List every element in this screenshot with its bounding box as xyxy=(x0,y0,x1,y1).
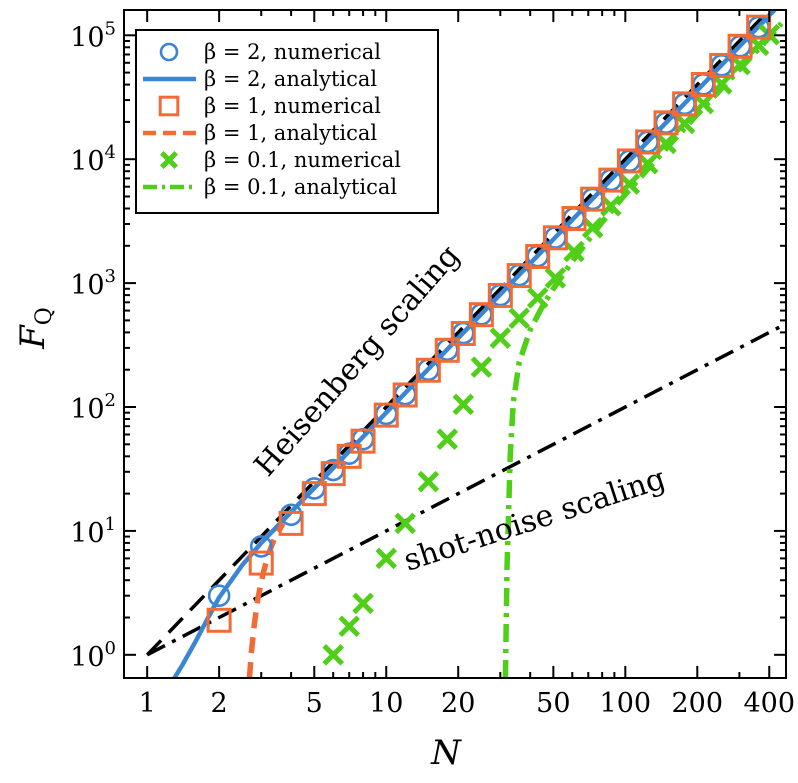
marker-beta-1-22 xyxy=(653,110,679,136)
marker-beta-1-7 xyxy=(373,402,399,428)
marker-beta-1-5 xyxy=(336,443,362,469)
marker-beta-2-1 xyxy=(249,535,273,558)
marker-beta-1-24 xyxy=(690,71,716,97)
marker-beta-1-2 xyxy=(278,510,304,536)
marker-beta-1-21 xyxy=(635,129,661,155)
marker-beta-1-9 xyxy=(415,357,441,383)
legend-label-1: β = 2, analytical xyxy=(204,67,377,91)
y-tick-label: 103 xyxy=(70,266,116,301)
axis-ticks xyxy=(124,10,786,678)
marker-beta-0-1-5 xyxy=(417,470,440,493)
x-tick-label: 400 xyxy=(743,688,795,719)
marker-beta-1-12 xyxy=(468,302,494,328)
marker-beta-1-1 xyxy=(248,550,274,576)
marker-beta-1-18 xyxy=(580,186,606,212)
marker-beta-0-1-2 xyxy=(352,592,374,615)
x-tick-labels: 1 2 5 10 20 50 100 200 400 xyxy=(139,688,795,719)
x-tick-label: 5 xyxy=(306,688,323,719)
x-tick-label: 100 xyxy=(600,688,652,719)
marker-beta-0-1-4 xyxy=(394,512,416,535)
y-tick-label: 104 xyxy=(70,142,116,177)
legend: β = 2, numerical β = 2, analytical β = 1, … xyxy=(135,29,439,214)
plot-frame xyxy=(123,9,787,679)
marker-beta-0-1-11 xyxy=(526,287,549,309)
legend-label-2: β = 1, numerical xyxy=(204,94,381,118)
marker-beta-0-1-12 xyxy=(544,267,567,289)
legend-label-0: β = 2, numerical xyxy=(204,40,381,64)
marker-beta-1-13 xyxy=(487,282,513,308)
y-axis-label-sub: Q xyxy=(32,307,57,325)
marker-beta-1-27 xyxy=(746,14,772,40)
legend-label-3: β = 1, analytical xyxy=(204,121,377,145)
legend-label-4: β = 0.1, numerical xyxy=(204,148,401,172)
marker-beta-2-0 xyxy=(207,584,231,608)
marker-beta-1-26 xyxy=(727,33,753,59)
analytical-curve-beta-0-1 xyxy=(502,21,784,678)
x-tick-label: 50 xyxy=(536,688,570,719)
marker-beta-1-11 xyxy=(450,320,476,346)
marker-beta-1-4 xyxy=(320,461,346,487)
legend-symbol-0 xyxy=(159,42,179,62)
marker-beta-1-14 xyxy=(506,263,532,289)
marker-beta-0-1-1 xyxy=(338,615,360,638)
legend-label-5: β = 0.1, analytical xyxy=(204,175,397,199)
marker-beta-0-1-14 xyxy=(581,216,604,239)
marker-beta-1-3 xyxy=(301,481,327,507)
legend-symbol-4 xyxy=(160,151,178,169)
y-tick-label: 100 xyxy=(70,638,116,673)
marker-beta-1-25 xyxy=(709,52,735,78)
x-tick-label: 20 xyxy=(441,688,475,719)
marker-beta-1-6 xyxy=(350,428,376,454)
marker-beta-0-1-7 xyxy=(452,393,475,416)
legend-symbol-2 xyxy=(158,95,180,117)
svg-text:FQ: FQ xyxy=(13,307,57,350)
y-tick-label: 102 xyxy=(70,390,116,425)
y-tick-label: 105 xyxy=(70,18,116,53)
marker-beta-1-15 xyxy=(525,243,551,269)
marker-beta-0-1-6 xyxy=(436,428,459,450)
marker-beta-0-1-9 xyxy=(489,327,512,349)
marker-beta-1-19 xyxy=(598,167,624,193)
marker-beta-0-1-20 xyxy=(692,92,715,115)
x-tick-label: 200 xyxy=(672,688,724,719)
x-tick-label: 10 xyxy=(369,688,403,719)
marker-beta-0-1-3 xyxy=(375,547,398,570)
analytical-curve-beta-1 xyxy=(246,522,286,678)
marker-beta-0-1-8 xyxy=(470,356,493,378)
y-tick-labels: 100 101 102 103 104 105 xyxy=(70,18,116,673)
marker-beta-1-10 xyxy=(434,337,460,363)
marker-beta-1-16 xyxy=(542,225,568,251)
x-tick-label: 1 xyxy=(139,688,156,719)
marker-beta-0-1-10 xyxy=(508,307,531,330)
x-axis-label: N xyxy=(430,733,462,773)
legend-box xyxy=(135,29,439,214)
x-tick-label: 2 xyxy=(211,688,228,719)
y-tick-label: 101 xyxy=(70,514,116,549)
marker-beta-1-23 xyxy=(672,91,698,117)
marker-beta-0-1-16 xyxy=(618,173,641,195)
marker-beta-1-17 xyxy=(561,206,587,232)
marker-beta-1-8 xyxy=(392,382,418,408)
marker-beta-1-20 xyxy=(616,148,642,174)
y-axis-label: FQ xyxy=(13,307,57,350)
marker-beta-0-1-13 xyxy=(563,240,585,263)
y-axis-label-main: F xyxy=(13,324,53,350)
series-beta-1-numerical xyxy=(206,14,772,633)
marker-beta-0-1-19 xyxy=(673,112,696,135)
numerical-markers xyxy=(206,14,781,666)
marker-beta-1-0 xyxy=(206,607,232,633)
marker-beta-0-1-0 xyxy=(322,644,344,666)
